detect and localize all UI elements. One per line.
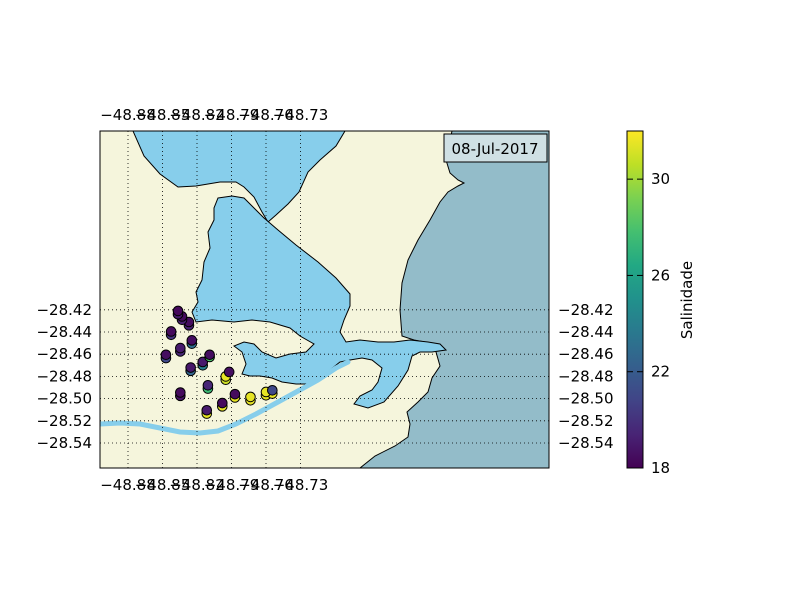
sample-points (160, 305, 278, 419)
lat-ticks-left: −28.42 −28.44 −28.46 −28.48 −28.50 −28.52 −28.… (36, 301, 92, 452)
sample-point (175, 387, 186, 398)
lat-ticks-right: −28.42 −28.44 −28.46 −28.48 −28.50 −28.52 −28.… (558, 301, 614, 452)
sample-point (229, 388, 241, 400)
lat-tick-label: −28.50 (36, 390, 92, 408)
lat-tick-label: −28.42 (36, 301, 92, 319)
date-label: 08-Jul-2017 (451, 140, 538, 158)
date-label-box: 08-Jul-2017 (443, 133, 548, 163)
colorbar-tick-label: 18 (651, 459, 670, 477)
lon-tick-label: −48.85 (135, 106, 191, 124)
colorbar: 18 22 26 30 Salinidade (626, 130, 696, 477)
colorbar-tick-label: 26 (651, 266, 670, 284)
lon-tick-label: −48.76 (238, 476, 294, 494)
lagoon-north (132, 131, 346, 223)
river (100, 359, 351, 436)
grid (100, 131, 549, 468)
lon-tick-label: −48.88 (100, 476, 156, 494)
sample-point (175, 342, 186, 354)
lon-tick-label: −48.82 (169, 476, 225, 494)
lon-tick-label: −48.82 (169, 106, 225, 124)
sample-point (217, 397, 228, 409)
lat-tick-label: −28.50 (558, 390, 614, 408)
lon-tick-label: −48.79 (204, 106, 260, 124)
lon-tick-label: −48.85 (135, 476, 191, 494)
colorbar-gradient (626, 130, 644, 469)
sample-point (202, 379, 214, 391)
lat-tick-label: −28.48 (36, 367, 92, 385)
sample-point (223, 366, 235, 378)
lat-tick-label: −28.48 (558, 367, 614, 385)
lat-tick-label: −28.44 (558, 323, 614, 341)
sample-point (185, 362, 196, 373)
sample-point (165, 326, 177, 337)
lat-tick-label: −28.54 (558, 434, 614, 452)
sample-point (186, 335, 198, 346)
colorbar-label: Salinidade (678, 261, 696, 339)
lat-tick-label: −28.44 (36, 323, 92, 341)
lon-tick-label: −48.73 (273, 106, 329, 124)
map-frame (99, 130, 550, 469)
sample-point (204, 349, 215, 361)
lon-tick-label: −48.88 (100, 106, 156, 124)
sample-point (245, 391, 256, 403)
colorbar-tick-label: 30 (651, 170, 670, 188)
map-area (100, 131, 549, 468)
colorbar-tick-label: 22 (651, 363, 670, 381)
lat-tick-label: −28.54 (36, 434, 92, 452)
sample-point (172, 305, 184, 317)
lon-tick-label: −48.76 (238, 106, 294, 124)
lon-ticks-bottom: −48.88−48.85−48.82−48.79−48.76−48.73 (100, 476, 328, 494)
lon-ticks-top: −48.88−48.85−48.82−48.79−48.76−48.73 (100, 106, 328, 124)
colorbar-ticks: 18 22 26 30 (627, 170, 670, 477)
lon-tick-label: −48.73 (273, 476, 329, 494)
sample-point (160, 349, 172, 361)
lat-tick-label: −28.46 (558, 345, 614, 363)
lat-tick-label: −28.42 (558, 301, 614, 319)
sample-point (267, 384, 278, 396)
lon-tick-label: −48.79 (204, 476, 260, 494)
lat-tick-label: −28.46 (36, 345, 92, 363)
lat-tick-label: −28.52 (36, 412, 92, 430)
sample-point (201, 404, 213, 416)
lat-tick-label: −28.52 (558, 412, 614, 430)
